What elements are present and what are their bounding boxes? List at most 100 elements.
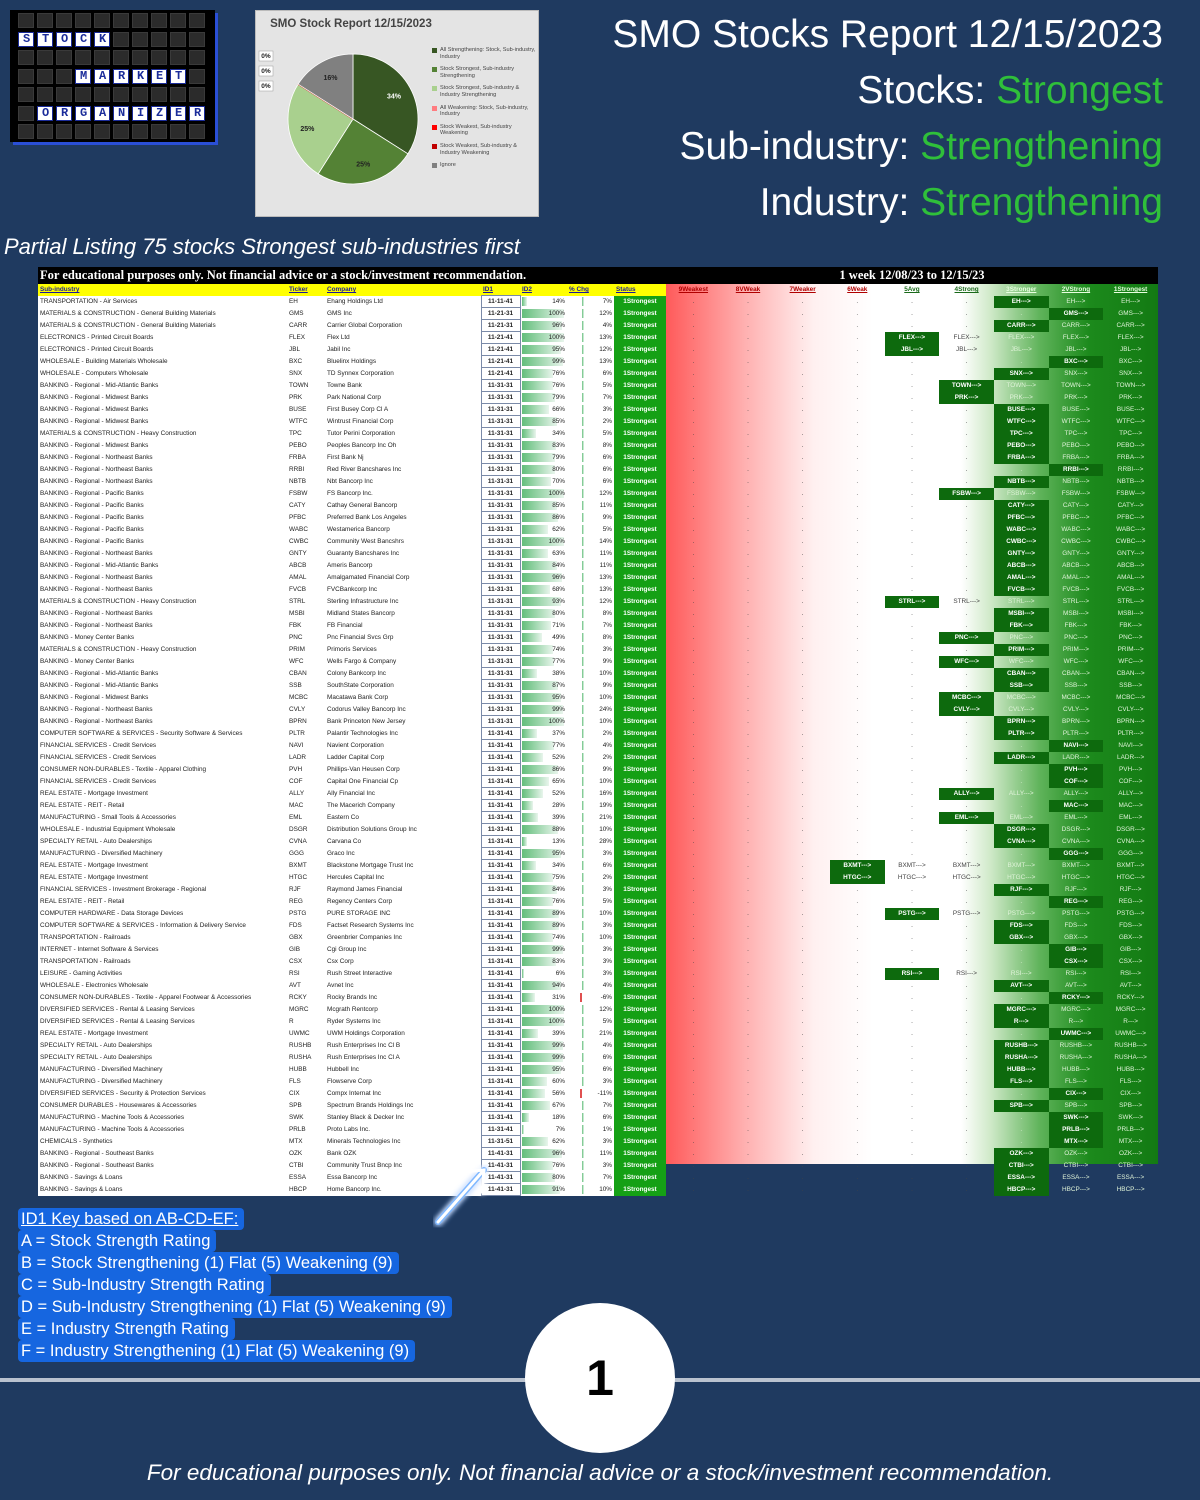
logo-cell [56,31,72,47]
week-cell: . [692,526,695,533]
week-cell: . [692,1042,695,1049]
week-cell: PLTR---> [1117,730,1144,737]
ticker: CTBI [287,1159,325,1172]
week-cell: . [856,1102,859,1109]
id1: 11-31-31 [480,427,521,440]
status: 1Strongest [614,967,666,980]
week-cell: . [856,1090,859,1097]
company: Rush Enterprises Inc Cl B [325,1039,481,1052]
id2: 13% [520,835,567,848]
week-cell: . [965,742,968,749]
cell-text: 4% [602,322,612,329]
week-cell: . [747,742,749,749]
week-cell: HTGC---> [1116,874,1145,881]
week-cell: . [747,622,749,629]
week-cell: REG---> [1118,898,1143,905]
week-cell: . [911,358,913,365]
week-cell: . [747,766,749,773]
cell-text: 38% [552,670,565,677]
id1: 11-31-41 [480,1051,521,1064]
cell-text: 76% [552,1162,565,1169]
week-cell: . [911,1186,913,1193]
id2: 91% [520,1183,567,1196]
week-cell: . [747,730,749,737]
week-cell: . [692,886,695,893]
week-cell: . [856,1138,859,1145]
status: 1Strongest [614,907,666,920]
logo-word: MARKET [80,68,195,83]
data-bar [521,860,536,870]
id2: 67% [520,1099,567,1112]
id2: 86% [520,511,567,524]
week-cell: . [801,694,804,701]
logo-cell [18,124,34,139]
logo-cell [151,87,167,102]
cell-text: 10% [599,670,612,677]
data-bar [582,1124,584,1134]
data-bar [582,1064,584,1074]
logo-cell [170,105,186,121]
week-cell: . [965,646,968,653]
stock-row: BANKING - Regional - Mid-Atlantic Banks T… [38,379,1158,392]
sub-industry: BANKING - Regional - Pacific Banks [38,523,287,536]
pct-change: 3% [567,847,614,860]
week-cell: . [1020,994,1023,1001]
status: 1Strongest [614,871,666,884]
status: 1Strongest [614,559,666,572]
week-cell: . [801,934,804,941]
status: 1Strongest [614,823,666,836]
id2: 52% [520,751,567,764]
cell-text: 2% [602,418,612,425]
pie-label: 25% [356,162,371,169]
week-cell: . [747,910,749,917]
stock-row: WHOLESALE - Computers Wholesale SNX TD Syn… [38,367,1158,380]
cell-text: 86% [552,514,565,521]
week-cell: . [747,1150,749,1157]
week-cell: . [965,670,968,677]
stock-row: MANUFACTURING - Diversified Machinery HUB… [38,1063,1158,1076]
company: Bank OZK [325,1147,481,1160]
stock-row: REAL ESTATE - Mortgage Investment BXMT Bla… [38,859,1158,872]
week-cell: . [856,622,859,629]
week-cell: . [856,934,859,941]
id2: 76% [520,895,567,908]
company: Greenbrier Companies Inc [325,931,481,944]
cell-text: 21% [599,1030,612,1037]
week-cell: PNC---> [1009,634,1034,641]
footer: For educational purposes only. Not finan… [146,1460,1054,1485]
company: Macatawa Bank Corp [325,691,481,704]
week-cell: . [692,418,695,425]
data-bar [521,404,550,414]
week-cell: SPB---> [993,1099,1049,1112]
week-cell: . [911,682,913,689]
week-cell: CBAN---> [993,667,1049,680]
pie-label: 0% [261,68,271,75]
cell-text: 99% [552,946,565,953]
week-cell: . [911,1006,913,1013]
cell-text: 87% [552,682,565,689]
stock-row: ELECTRONICS - Printed Circuit Boards JBL J… [38,343,1158,356]
week-cell: HUBB---> [1116,1066,1145,1073]
id1: 11-31-31 [480,619,521,632]
id1: 11-31-41 [480,811,521,824]
week-cell: CSX---> [1118,958,1143,965]
status: 1Strongest [614,703,666,716]
cell-text: 67% [552,1102,565,1109]
id2: 84% [520,883,567,896]
ticker: CVLY [287,703,325,716]
ticker: MAC [287,799,325,812]
data-bar [521,308,564,318]
status: 1Strongest [614,499,666,512]
cell-text: 6% [602,370,612,377]
column-header: 1Strongest [1113,286,1148,294]
week-cell: . [856,790,859,797]
week-cell: . [747,1090,749,1097]
stock-row: MANUFACTURING - Machine Tools & Accessor… [38,1111,1158,1124]
week-cell: . [965,310,968,317]
status: 1Strongest [614,943,666,956]
status: 1Strongest [614,355,666,368]
pct-change: 10% [567,775,614,788]
id2: 89% [520,919,567,932]
data-bar [521,1040,564,1050]
pct-change: 3% [567,955,614,968]
